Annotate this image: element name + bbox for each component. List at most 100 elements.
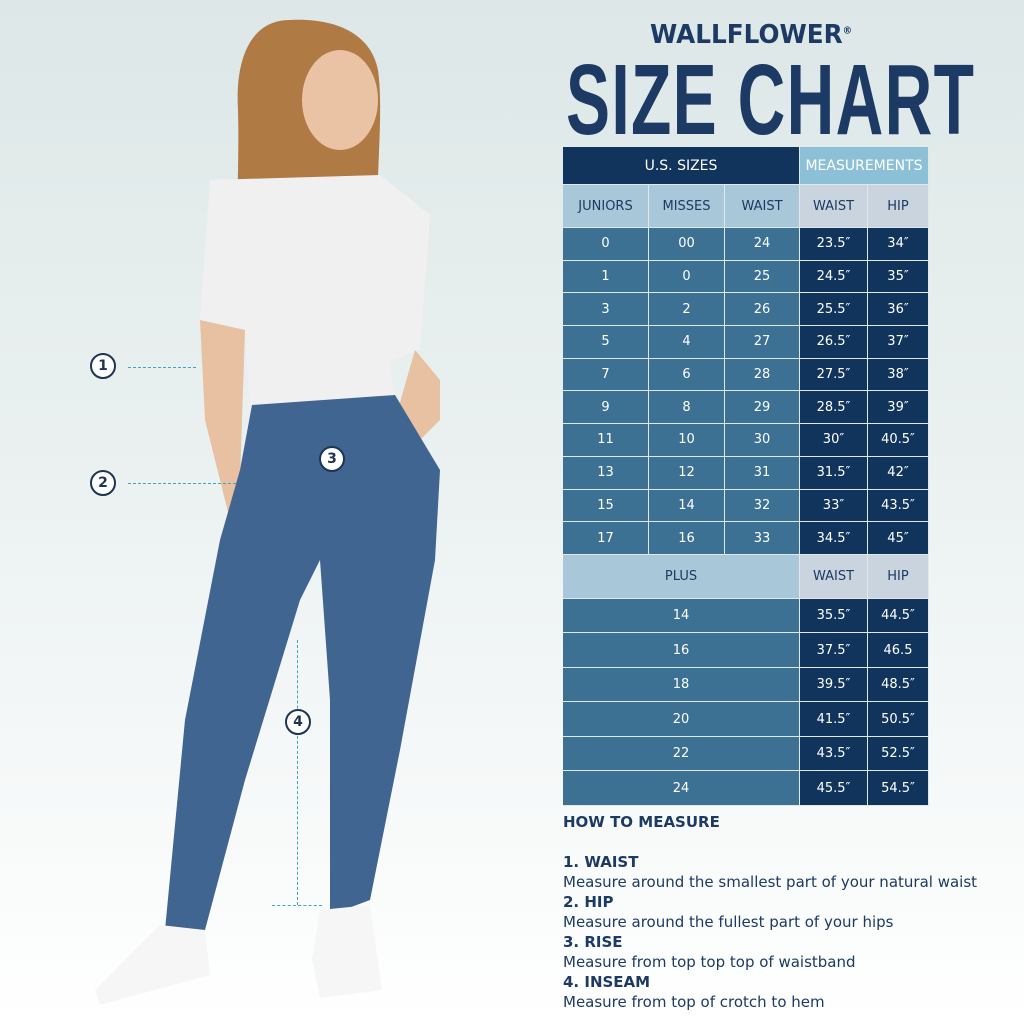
column-header-row: JUNIORS MISSES WAIST WAIST HIP — [563, 185, 929, 228]
table-cell: 30 — [725, 424, 800, 457]
table-cell: 16 — [649, 522, 725, 555]
table-cell: 38″ — [868, 358, 929, 392]
marker-waist: 1 — [90, 353, 116, 379]
table-cell: 26 — [725, 293, 800, 327]
table-cell: 33 — [725, 522, 800, 555]
table-cell: 34″ — [868, 228, 929, 261]
table-cell: 11 — [563, 424, 649, 457]
table-cell: 52.5″ — [868, 736, 929, 772]
marker-hip: 2 — [90, 470, 116, 496]
measure-step-title: 4. INSEAM — [563, 973, 651, 991]
table-row: 3 2 26 25.5″ 36″ — [563, 293, 929, 327]
table-cell: 50.5″ — [868, 702, 929, 737]
page-title: SIZE CHART — [566, 44, 976, 156]
table-cell: 9 — [563, 391, 649, 425]
table-cell: 54.5″ — [868, 771, 929, 806]
table-cell: 24 — [563, 771, 800, 806]
table-row: 13 12 31 31.5″ 42″ — [563, 456, 929, 490]
table-cell: 27 — [725, 326, 800, 359]
table-cell: 23.5″ — [800, 228, 868, 261]
table-cell: 25 — [725, 260, 800, 294]
table-cell: 39″ — [868, 391, 929, 425]
table-cell: 43.5″ — [800, 736, 868, 772]
table-cell: 13 — [563, 456, 649, 490]
table-cell: 6 — [649, 358, 725, 392]
plus-header: PLUS — [563, 554, 800, 599]
measure-step-title: 2. HIP — [563, 893, 614, 911]
table-row: 17 16 33 34.5″ 45″ — [563, 522, 929, 555]
table-cell: 37.5″ — [800, 633, 868, 668]
table-cell: 37″ — [868, 326, 929, 359]
table-cell: 4 — [649, 326, 725, 359]
table-cell: 17 — [563, 522, 649, 555]
plus-header-row: PLUS WAIST HIP — [563, 554, 929, 599]
table-row: 11 10 30 30″ 40.5″ — [563, 424, 929, 457]
table-cell: 22 — [563, 736, 800, 772]
table-cell: 2 — [649, 293, 725, 327]
waist-guide-line — [128, 367, 196, 368]
measure-step-title: 3. RISE — [563, 933, 623, 951]
marker-inseam: 4 — [285, 709, 311, 735]
group-header-row: U.S. SIZES MEASUREMENTS — [563, 147, 929, 185]
column-header: WAIST — [725, 185, 800, 228]
table-cell: 14 — [563, 598, 800, 634]
table-cell: 25.5″ — [800, 293, 868, 327]
table-cell: 00 — [649, 228, 725, 261]
table-row: 9 8 29 28.5″ 39″ — [563, 391, 929, 425]
table-cell: 45″ — [868, 522, 929, 555]
table-cell: 43.5″ — [868, 489, 929, 523]
table-cell: 30″ — [800, 424, 868, 457]
table-cell: 27.5″ — [800, 358, 868, 392]
table-cell: 32 — [725, 489, 800, 523]
table-cell: 18 — [563, 667, 800, 703]
column-header: WAIST — [800, 185, 868, 228]
brand-logo: WALLFLOWER® — [650, 20, 852, 50]
table-cell: 31.5″ — [800, 456, 868, 490]
table-cell: 15 — [563, 489, 649, 523]
plus-table-row: 16 37.5″ 46.5 — [563, 633, 929, 668]
table-row: 5 4 27 26.5″ 37″ — [563, 326, 929, 359]
table-cell: 7 — [563, 358, 649, 392]
model-photo — [165, 19, 440, 930]
us-sizes-header: U.S. SIZES — [563, 147, 800, 185]
column-header: HIP — [868, 554, 929, 599]
size-table: U.S. SIZES MEASUREMENTS JUNIORS MISSES W… — [563, 147, 929, 806]
table-cell: 8 — [649, 391, 725, 425]
table-cell: 41.5″ — [800, 702, 868, 737]
marker-rise: 3 — [319, 446, 345, 472]
plus-table-row: 22 43.5″ 52.5″ — [563, 736, 929, 772]
table-cell: 26.5″ — [800, 326, 868, 359]
column-header: JUNIORS — [563, 185, 649, 228]
measure-step-text: Measure around the fullest part of your … — [563, 913, 894, 931]
measure-step-text: Measure around the smallest part of your… — [563, 873, 978, 891]
hip-guide-line — [128, 483, 236, 484]
plus-table-row: 18 39.5″ 48.5″ — [563, 667, 929, 703]
brand-name: WALLFLOWER — [650, 20, 843, 50]
column-header: HIP — [868, 185, 929, 228]
table-cell: 1 — [563, 260, 649, 294]
table-cell: 28.5″ — [800, 391, 868, 425]
table-cell: 40.5″ — [868, 424, 929, 457]
table-cell: 14 — [649, 489, 725, 523]
table-row: 1 0 25 24.5″ 35″ — [563, 260, 929, 294]
table-cell: 3 — [563, 293, 649, 327]
table-cell: 20 — [563, 702, 800, 737]
column-header: MISSES — [649, 185, 725, 228]
table-cell: 42″ — [868, 456, 929, 490]
table-cell: 24.5″ — [800, 260, 868, 294]
table-cell: 10 — [649, 424, 725, 457]
table-row: 7 6 28 27.5″ 38″ — [563, 358, 929, 392]
measure-step-text: Measure from top top top of waistband — [563, 953, 856, 971]
how-to-heading: HOW TO MEASURE — [563, 813, 720, 831]
table-cell: 16 — [563, 633, 800, 668]
plus-table-row: 14 35.5″ 44.5″ — [563, 598, 929, 634]
table-cell: 33″ — [800, 489, 868, 523]
table-cell: 46.5 — [868, 633, 929, 668]
how-to-measure: HOW TO MEASURE 1. WAIST Measure around th… — [563, 812, 977, 1012]
measure-step-text: Measure from top of crotch to hem — [563, 993, 825, 1011]
table-cell: 5 — [563, 326, 649, 359]
column-header: WAIST — [800, 554, 868, 599]
table-cell: 12 — [649, 456, 725, 490]
table-cell: 28 — [725, 358, 800, 392]
table-cell: 35.5″ — [800, 598, 868, 634]
